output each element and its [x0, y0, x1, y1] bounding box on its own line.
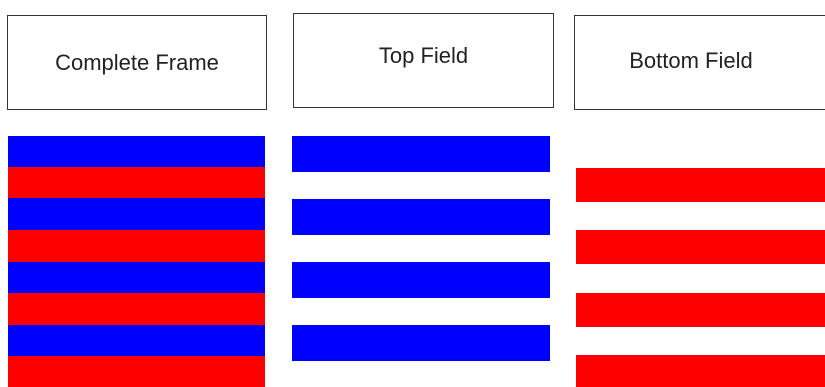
complete-blue-stripe-7 [8, 325, 265, 357]
complete-frame-label-box: Complete Frame [7, 15, 267, 110]
bottom-field-label: Bottom Field [629, 47, 753, 73]
complete-blue-stripe-5 [8, 262, 265, 294]
top-blue-stripe-4 [292, 325, 550, 361]
complete-red-stripe-2 [8, 167, 265, 199]
top-blue-stripe-3 [292, 262, 550, 298]
complete-blue-stripe-1 [8, 136, 265, 168]
bottom-field-label-box: Bottom Field [574, 15, 825, 110]
bottom-red-stripe-4 [576, 355, 825, 387]
top-blue-stripe-2 [292, 199, 550, 235]
bottom-red-stripe-3 [576, 293, 825, 327]
complete-frame-label: Complete Frame [55, 49, 219, 75]
top-field-stripes [292, 136, 550, 387]
bottom-red-stripe-1 [576, 168, 825, 202]
top-blue-stripe-1 [292, 136, 550, 172]
bottom-red-stripe-2 [576, 230, 825, 264]
bottom-field-stripes [576, 136, 825, 387]
complete-red-stripe-4 [8, 230, 265, 262]
top-field-label: Top Field [378, 42, 469, 68]
complete-blue-stripe-3 [8, 198, 265, 230]
complete-frame-stripes [8, 136, 265, 387]
top-field-label-box: Top Field [293, 13, 554, 108]
complete-red-stripe-8 [8, 356, 265, 387]
complete-red-stripe-6 [8, 293, 265, 325]
